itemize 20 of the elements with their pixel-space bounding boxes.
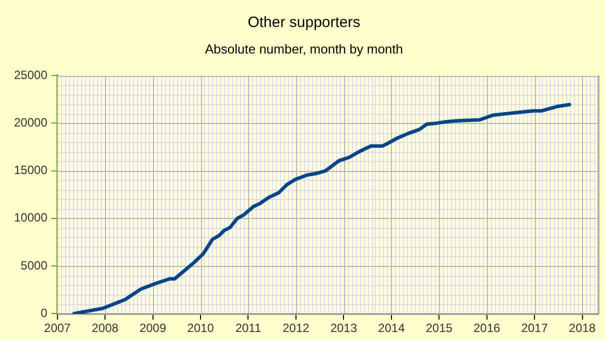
x-tick-label: 2016 — [473, 321, 500, 336]
x-tick-label: 2015 — [426, 321, 453, 336]
x-tick-label: 2008 — [92, 321, 119, 336]
x-tick-label: 2012 — [282, 321, 310, 336]
x-tick-label: 2010 — [187, 321, 214, 336]
x-tick-label: 2013 — [330, 321, 358, 336]
y-tick-label: 25000 — [14, 68, 48, 82]
y-tick-label: 15000 — [14, 163, 48, 178]
x-tick-label: 2014 — [378, 321, 406, 336]
x-tick-label: 2017 — [521, 321, 548, 336]
y-tick-label: 10000 — [14, 210, 48, 225]
y-tick-label: 0 — [40, 306, 48, 320]
x-tick-label: 2011 — [235, 321, 262, 336]
y-tick-label: 5000 — [20, 258, 48, 272]
x-tick-label: 2009 — [139, 321, 166, 336]
chart-subtitle: Absolute number, month by month — [204, 41, 404, 56]
x-tick-label: 2007 — [44, 321, 72, 336]
x-tick-label: 2018 — [568, 321, 596, 336]
chart-title: Other supporters — [248, 14, 360, 32]
y-tick-label: 20000 — [14, 116, 48, 130]
